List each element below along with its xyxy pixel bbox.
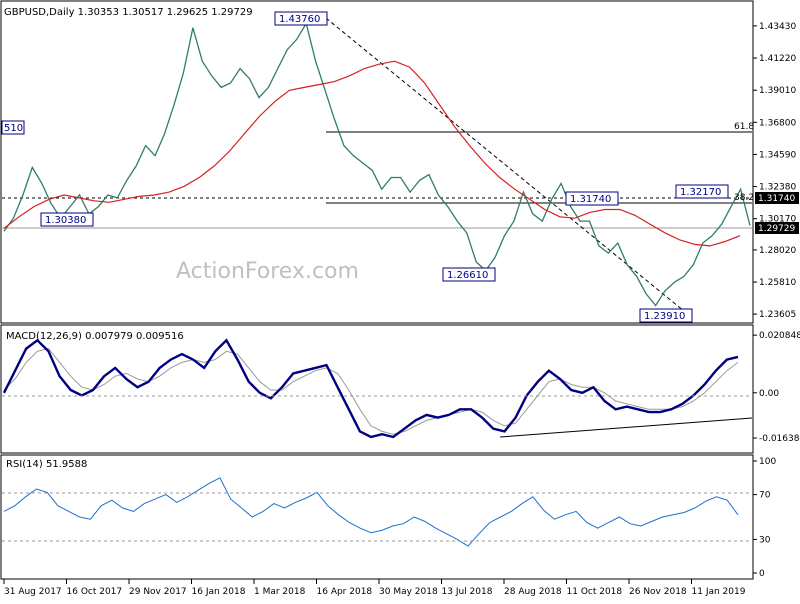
price-tick-label: 1.25810: [759, 278, 796, 288]
macd-tick-label: -0.016389: [759, 434, 800, 444]
fib-label-618: 61.8: [734, 122, 754, 132]
svg-text:1.31740: 1.31740: [758, 194, 795, 204]
x-tick-label: 16 Jan 2018: [192, 587, 246, 597]
price-tick-label: 1.36800: [759, 118, 796, 128]
svg-text:1.26610: 1.26610: [447, 270, 488, 281]
price-series: [3, 21, 751, 307]
annotation-23910: 1.23910: [639, 308, 693, 323]
price-tick-label: 1.28020: [759, 246, 796, 256]
trendline-dashed: [325, 17, 691, 317]
macd-signal-line: [3, 348, 739, 435]
watermark: ActionForex.com: [176, 259, 359, 284]
price-tick-label: 1.41220: [759, 54, 796, 64]
svg-text:1.30380: 1.30380: [45, 215, 86, 226]
macd-line: [2, 338, 739, 439]
macd-axis: 0.020848 0.00 -0.016389: [753, 331, 800, 444]
rsi-tick-label: 70: [759, 491, 771, 501]
annotation-510: 510: [1, 120, 25, 135]
svg-text:1.23910: 1.23910: [644, 311, 685, 322]
price-tick-label: 1.39010: [759, 86, 796, 96]
rsi-tick-label: 30: [759, 535, 771, 545]
price-tick-label: 1.34590: [759, 150, 796, 160]
macd-tick-label: 0.00: [759, 389, 779, 399]
price-tick-label: 1.43430: [759, 22, 796, 32]
rsi-pane-frame: [0, 454, 754, 580]
annotation-30380: 1.30380: [40, 212, 94, 227]
svg-text:1.31740: 1.31740: [570, 194, 611, 205]
annotation-26610: 1.26610: [442, 267, 496, 282]
rsi-tick-label: 0: [759, 569, 765, 579]
x-tick-label: 16 Oct 2017: [67, 587, 123, 597]
macd-tick-label: 0.020848: [759, 331, 800, 341]
price-tick-label: 1.30170: [759, 215, 796, 225]
x-tick-label: 29 Nov 2017: [129, 587, 187, 597]
svg-text:510: 510: [4, 123, 23, 134]
rsi-line: [3, 477, 739, 547]
svg-text:1.29729: 1.29729: [758, 224, 795, 234]
x-tick-label: 1 Mar 2018: [254, 587, 306, 597]
x-tick-label: 30 May 2018: [379, 587, 438, 597]
svg-text:1.43760: 1.43760: [279, 14, 320, 25]
svg-text:1.32170: 1.32170: [680, 187, 721, 198]
x-tick-label: 31 Aug 2017: [4, 587, 62, 597]
x-tick-label: 28 Aug 2018: [504, 587, 562, 597]
price-header: GBPUSD,Daily 1.30353 1.30517 1.29625 1.2…: [4, 7, 253, 18]
annotation-43760: 1.43760: [274, 11, 328, 26]
price-tick-label: 1.23605: [759, 310, 796, 320]
x-tick-label: 13 Jul 2018: [442, 587, 493, 597]
price-tag-current: 1.29729: [755, 222, 799, 234]
price-axis: 1.43430 1.41220 1.39010 1.36800 1.34590 1.323…: [753, 22, 796, 320]
annotation-31740: 1.31740: [565, 191, 619, 206]
rsi-axis: 100 70 30 0: [753, 457, 776, 579]
moving-average-line: [3, 60, 741, 247]
macd-pane-frame: [0, 324, 754, 454]
price-tick-label: 1.32380: [759, 183, 796, 193]
price-layer: [2, 21, 751, 547]
annotation-32170: 1.32170: [675, 184, 729, 199]
x-tick-label: 11 Jan 2019: [692, 587, 746, 597]
price-pane-frame: [0, 0, 754, 324]
x-axis: 31 Aug 2017 16 Oct 2017 29 Nov 2017 16 Jan …: [3, 579, 746, 597]
fib-label-382: 38.2: [734, 193, 754, 203]
rsi-header: RSI(14) 51.9588: [6, 459, 87, 470]
price-tag-31740: 1.31740: [755, 192, 799, 204]
x-tick-label: 11 Oct 2018: [567, 587, 623, 597]
rsi-tick-label: 100: [759, 457, 776, 467]
x-tick-label: 26 Nov 2018: [629, 587, 687, 597]
macd-header: MACD(12,26,9) 0.007979 0.009516: [6, 331, 184, 342]
macd-support-line: [499, 417, 753, 438]
x-tick-label: 16 Apr 2018: [317, 587, 373, 597]
